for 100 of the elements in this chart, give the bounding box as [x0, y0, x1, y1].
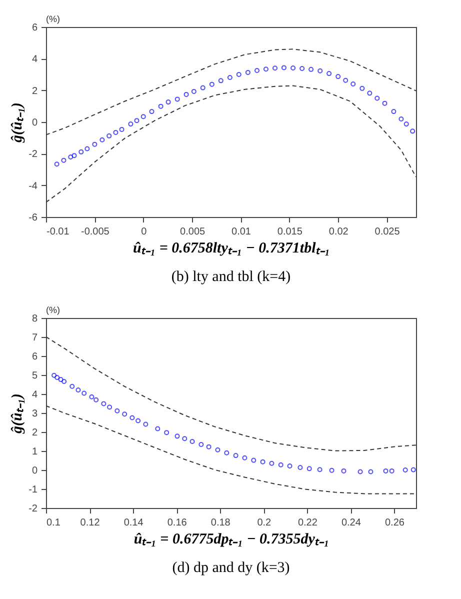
y-tick-label: 4	[32, 54, 38, 66]
point	[233, 453, 238, 458]
point	[62, 378, 67, 384]
x-tick-label: 0.015	[277, 226, 303, 238]
point	[329, 468, 334, 473]
x-tick-label: 0.01	[232, 226, 252, 238]
point	[174, 96, 180, 102]
x-tick-label: -0.005	[81, 226, 110, 238]
point	[398, 116, 404, 122]
y-tick-label: -2	[28, 149, 38, 160]
point	[72, 153, 77, 158]
point	[236, 72, 242, 77]
point	[89, 394, 94, 400]
point	[272, 66, 278, 71]
point	[122, 412, 128, 417]
point	[114, 408, 120, 414]
point	[128, 122, 134, 127]
point	[149, 109, 154, 114]
x-tick-label: -0.01	[46, 226, 70, 238]
y-tick-label: 4	[32, 390, 38, 400]
y-tick-label: 3	[32, 408, 38, 420]
y-tick-label: -1	[28, 484, 38, 496]
point	[245, 70, 250, 75]
x-tick-label: 0.12	[80, 518, 100, 528]
point	[402, 468, 408, 472]
point	[269, 460, 274, 466]
x-tick-label: 0.22	[298, 518, 318, 528]
point	[306, 466, 312, 472]
text: (b) lty and tbl (k=4)	[171, 269, 291, 285]
point	[130, 415, 135, 420]
point	[410, 128, 416, 134]
x-tick-label: 0.24	[341, 518, 362, 528]
point	[263, 66, 268, 72]
point	[78, 149, 84, 154]
point	[136, 418, 141, 424]
y-tick-label: 8	[32, 314, 38, 324]
point	[70, 384, 75, 389]
point	[227, 75, 232, 80]
point	[119, 126, 124, 132]
point	[260, 459, 266, 464]
point	[164, 430, 170, 436]
x-tick-label: 0.005	[180, 226, 206, 238]
point	[308, 66, 314, 72]
point	[143, 422, 148, 427]
point	[106, 133, 112, 138]
line-series	[46, 336, 416, 452]
point	[374, 96, 380, 101]
point	[367, 90, 372, 96]
point	[84, 146, 90, 152]
point	[278, 462, 284, 468]
point	[287, 464, 292, 469]
x-tick-label: 0.14	[124, 518, 144, 528]
y-tick-label: 2	[32, 86, 38, 97]
point	[206, 444, 212, 450]
point	[107, 404, 112, 410]
x-tick-label: 0.025	[374, 226, 400, 238]
point	[343, 78, 348, 83]
point	[410, 467, 416, 472]
point	[200, 85, 206, 90]
x-axis-title: ûₜ₋₁ = 0.6758ltyₜ₋₁ − 0.7371tblₜ₋₁	[133, 240, 330, 256]
point	[76, 388, 81, 393]
point	[254, 68, 260, 74]
y-tick-label: 2	[32, 428, 38, 438]
point	[52, 372, 57, 378]
point	[54, 374, 60, 380]
line-series	[46, 85, 416, 203]
point	[198, 442, 204, 448]
point	[383, 468, 388, 474]
point	[300, 66, 305, 71]
x-tick-label: 0.26	[385, 518, 405, 528]
point	[391, 109, 396, 114]
point	[100, 137, 105, 142]
y-tick-label: 0	[32, 118, 38, 128]
point	[242, 455, 248, 460]
point	[209, 82, 214, 87]
point	[82, 390, 87, 396]
point	[389, 468, 394, 474]
y-tick-label: -6	[28, 212, 38, 224]
point	[58, 377, 64, 382]
x-tick-label: 0.18	[210, 518, 231, 528]
point	[190, 439, 195, 444]
point	[191, 88, 196, 94]
point	[360, 86, 365, 91]
point	[336, 74, 341, 80]
point	[182, 436, 188, 442]
y-tick-label: 1	[32, 446, 38, 458]
line-series	[46, 48, 416, 136]
x-tick-label: 0	[141, 226, 148, 238]
point	[404, 122, 409, 127]
y-axis-title: ĝ(ûₜ₋₁)	[10, 102, 26, 144]
point	[184, 92, 189, 97]
y-tick-label: -2	[28, 504, 38, 514]
point	[326, 71, 332, 76]
point	[358, 469, 363, 474]
point	[281, 65, 286, 70]
text: (d) dp and dy (k=3)	[172, 560, 290, 576]
y-axis-title: ĝ(ûₜ₋₁)	[10, 393, 26, 435]
y-tick-label: 5	[32, 370, 38, 382]
point	[318, 68, 323, 74]
y-tick-label: 6	[32, 22, 38, 34]
